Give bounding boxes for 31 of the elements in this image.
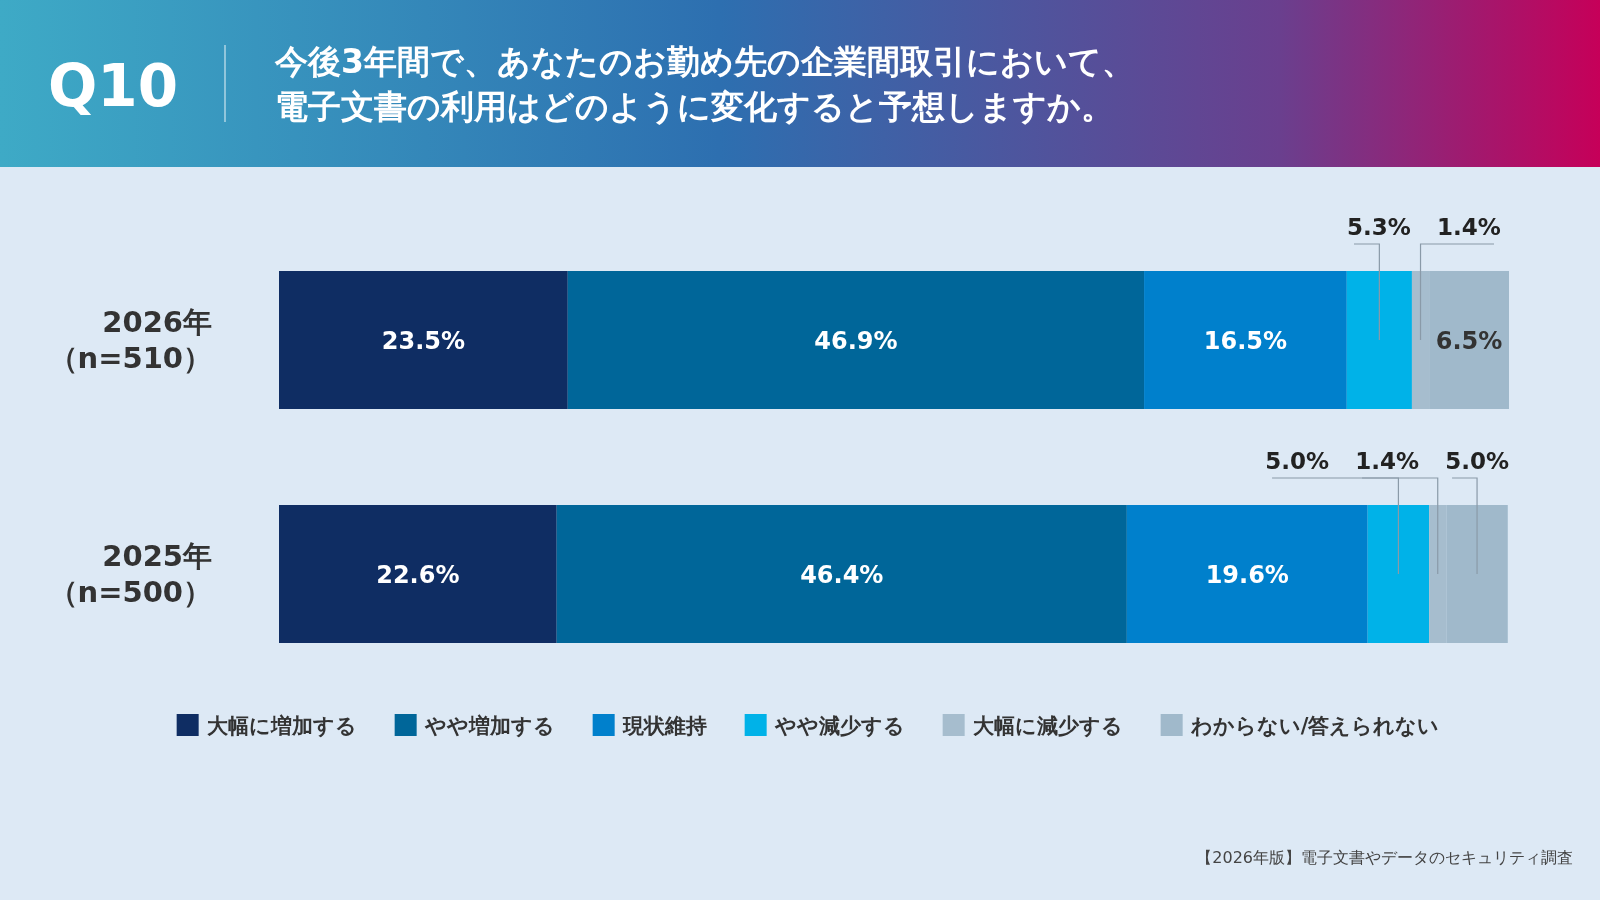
bar [1126, 505, 1368, 643]
y-tick-label: 2026年（n=510） [48, 305, 212, 375]
bar [1144, 271, 1347, 409]
legend-label: やや増加する [423, 714, 555, 738]
legend-label: 大幅に増加する [206, 714, 357, 738]
data-label: 6.5% [1435, 327, 1503, 355]
data-label: 1.4% [1437, 214, 1501, 240]
legend-label: わからない/答えられない [1189, 714, 1440, 738]
data-label: 19.6% [1205, 561, 1289, 589]
data-label: 46.4% [800, 561, 884, 589]
data-label: 46.9% [814, 327, 898, 355]
bar [567, 271, 1145, 409]
bar [1346, 271, 1412, 409]
chart-title: Q10 [47, 52, 179, 120]
chart-subtitle: 今後3年間で、あなたのお勤め先の企業間取引において、電子文書の利用はどのように変化すると予想しますか。 [274, 42, 1135, 126]
legend-label: 大幅に減少する [972, 714, 1123, 738]
data-label: 16.5% [1203, 327, 1288, 355]
data-label: 22.6% [376, 561, 460, 589]
data-label: 5.0% [1445, 448, 1509, 474]
data-label: 5.0% [1265, 448, 1329, 474]
y-tick-label: 2025年（n=500） [48, 539, 212, 609]
data-label: 23.5% [381, 327, 466, 355]
text: 【2026年版】電子文書やデータのセキュリティ調査 [1196, 848, 1573, 867]
legend-label: 現状維持 [621, 714, 707, 738]
legend-label: やや減少する [773, 714, 905, 738]
data-label: 5.3% [1347, 214, 1411, 240]
bar [1367, 505, 1430, 643]
data-label: 1.4% [1355, 448, 1419, 474]
bar [279, 271, 568, 409]
bar [279, 505, 557, 643]
bar [556, 505, 1127, 643]
